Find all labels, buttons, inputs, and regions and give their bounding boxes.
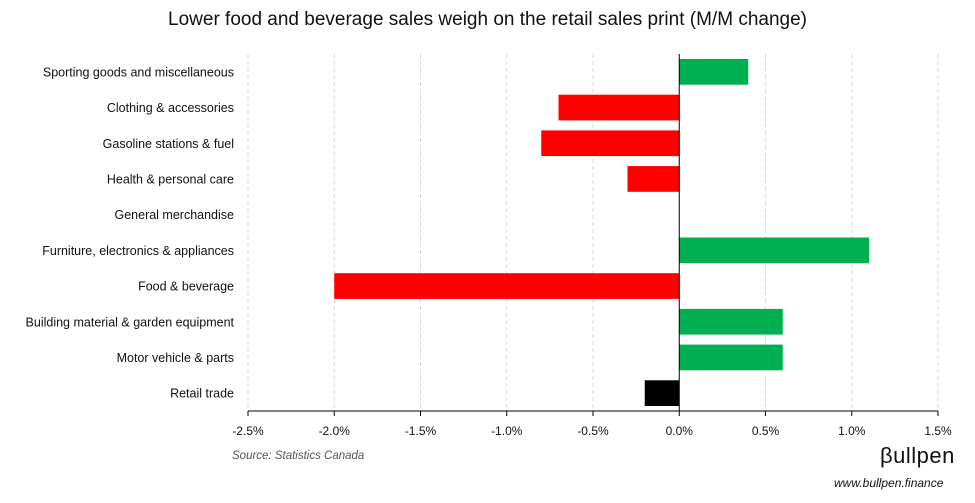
x-tick-label: -1.0% — [491, 424, 523, 438]
category-label: Furniture, electronics & appliances — [42, 244, 234, 258]
bar-building-material-garden-equipment — [679, 308, 783, 335]
x-tick-label: 0.5% — [752, 424, 780, 438]
chart-title: Lower food and beverage sales weigh on t… — [168, 9, 807, 30]
bar-health-personal-care — [627, 166, 680, 192]
x-tick-label: 1.0% — [838, 424, 866, 438]
category-label: Retail trade — [170, 387, 234, 401]
brand-logo: βullpen — [880, 443, 955, 468]
x-tick-label: -2.0% — [319, 424, 351, 438]
x-tick-label: -2.5% — [232, 424, 264, 438]
category-label: Gasoline stations & fuel — [103, 137, 234, 151]
bars — [334, 58, 869, 407]
axes — [247, 54, 939, 416]
x-tick-label: 1.5% — [924, 424, 952, 438]
bar-food-beverage — [334, 273, 680, 299]
bar-retail-trade — [644, 380, 680, 407]
bar-furniture-electronics-appliances — [679, 237, 869, 264]
brand-url[interactable]: www.bullpen.finance — [834, 476, 944, 490]
category-label: Health & personal care — [107, 172, 234, 186]
category-label: Food & beverage — [138, 280, 234, 294]
bar-gasoline-stations-fuel — [541, 130, 680, 157]
source-note: Source: Statistics Canada — [232, 450, 365, 462]
category-labels: Sporting goods and miscellaneous Clothing… — [26, 65, 235, 400]
tick-labels: -2.5% -2.0% -1.5% -1.0% -0.5% 0.0% 0.5% 1.0% 1.5… — [232, 424, 952, 438]
category-label: Motor vehicle & parts — [117, 351, 234, 365]
category-label: Sporting goods and miscellaneous — [43, 65, 234, 79]
x-tick-label: -0.5% — [577, 424, 609, 438]
category-label: Building material & garden equipment — [26, 315, 235, 329]
category-label: Clothing & accessories — [107, 101, 234, 115]
category-label: General merchandise — [114, 208, 234, 222]
bar-sporting-goods-and-miscellaneous — [679, 58, 749, 85]
x-tick-label: 0.0% — [666, 424, 694, 438]
bar-clothing-accessories — [558, 94, 680, 121]
gridlines — [247, 54, 939, 411]
bar-motor-vehicle-parts — [679, 344, 783, 371]
x-tick-label: -1.5% — [405, 424, 437, 438]
